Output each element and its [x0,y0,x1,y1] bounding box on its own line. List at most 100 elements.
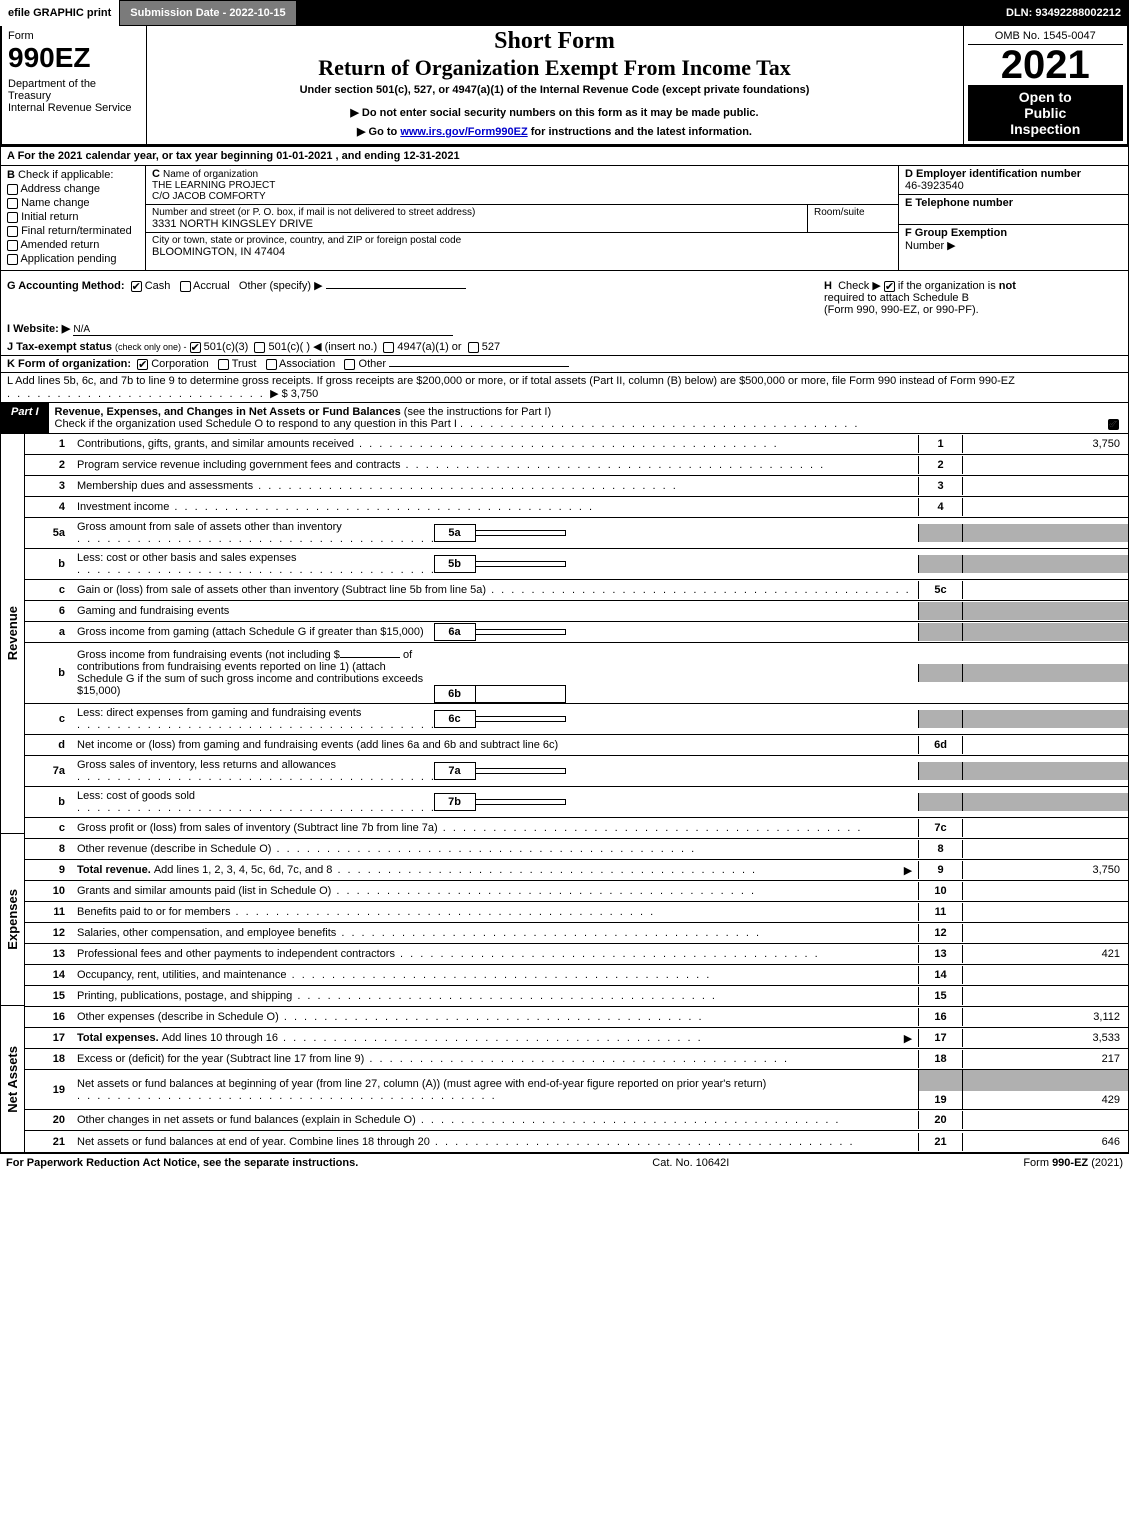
line-11-desc: Benefits paid to or for members [77,906,230,918]
checkbox-schedule-b-not-required[interactable] [884,281,895,292]
h-text3: required to attach Schedule B [824,292,1122,304]
line-6d-amt [963,742,1128,748]
footer-form-post: (2021) [1088,1157,1123,1169]
checkbox-501c[interactable] [254,342,265,353]
checkbox-address-change[interactable] [7,184,18,195]
line-4-amt [963,504,1128,510]
checkbox-initial-return[interactable] [7,212,18,223]
checkbox-527[interactable] [468,342,479,353]
checkbox-501c3[interactable] [190,342,201,353]
checkbox-final-return[interactable] [7,226,18,237]
part-1-table: Revenue Expenses Net Assets 1Contributio… [0,434,1129,1153]
f-group-number: Number ▶ [905,239,1122,252]
i-label: I Website: ▶ [7,323,70,335]
b-name: Name change [21,197,90,209]
line-l-gross-receipts: L Add lines 5b, 6c, and 7b to line 9 to … [0,373,1129,403]
line-16-desc: Other expenses (describe in Schedule O) [77,1011,279,1023]
line-5b-box: 5b [434,555,476,573]
checkbox-corporation[interactable] [137,359,148,370]
l-value: 3,750 [291,388,319,400]
footer-formref: Form 990-EZ (2021) [1023,1157,1123,1169]
part-1-check-text: Check if the organization used Schedule … [55,418,457,430]
h-text4: (Form 990, 990-EZ, or 990-PF). [824,304,1122,316]
line-9-amt: 3,750 [963,861,1128,879]
line-h-schedule-b: H Check ▶ if the organization is not req… [818,271,1128,320]
line-3-amt [963,483,1128,489]
line-16-num: 16 [25,1008,73,1026]
section-b-checkboxes: B Check if applicable: Address change Na… [1,166,146,270]
goto-link[interactable]: www.irs.gov/Form990EZ [400,126,527,138]
goto-pre: ▶ Go to [357,126,400,138]
l-text: L Add lines 5b, 6c, and 7b to line 9 to … [7,375,1015,387]
line-21-col: 21 [918,1133,963,1151]
checkbox-name-change[interactable] [7,198,18,209]
k-label: K Form of organization: [7,358,131,370]
checkbox-other-org[interactable] [344,359,355,370]
line-15: 15Printing, publications, postage, and s… [25,986,1128,1007]
line-14: 14Occupancy, rent, utilities, and mainte… [25,965,1128,986]
line-12-desc: Salaries, other compensation, and employ… [77,927,336,939]
dept-treasury: Department of the Treasury [8,78,140,102]
sidelabel-revenue: Revenue [3,604,22,662]
line-10-num: 10 [25,882,73,900]
b-pending: Application pending [20,253,116,265]
line-7c-desc: Gross profit or (loss) from sales of inv… [77,822,438,834]
l-arrow: ▶ $ [270,388,288,400]
checkbox-accrual[interactable] [180,281,191,292]
line-1-col: 1 [918,435,963,453]
line-9-num: 9 [25,861,73,879]
sidelabel-netassets: Net Assets [3,1044,22,1115]
line-17-num: 17 [25,1029,73,1047]
line-17-amt: 3,533 [963,1029,1128,1047]
short-form-title: Short Form [153,28,957,55]
line-12-amt [963,930,1128,936]
line-5a-box: 5a [434,524,476,542]
checkbox-association[interactable] [266,359,277,370]
k-assoc: Association [279,358,335,370]
g-other: Other (specify) ▶ [239,280,323,292]
checkbox-trust[interactable] [218,359,229,370]
h-not: not [999,280,1016,292]
line-5c-desc: Gain or (loss) from sale of assets other… [77,584,486,596]
submission-date: Submission Date - 2022-10-15 [119,0,296,26]
line-9-col: 9 [918,861,963,879]
line-14-desc: Occupancy, rent, utilities, and maintena… [77,969,287,981]
line-14-amt [963,972,1128,978]
street-label: Number and street (or P. O. box, if mail… [152,207,801,218]
e-phone-label: E Telephone number [905,197,1122,209]
k-trust: Trust [232,358,257,370]
line-7b-desc: Less: cost of goods sold [77,790,195,802]
b-check-if: Check if applicable: [18,169,113,181]
line-6c: cLess: direct expenses from gaming and f… [25,704,1128,735]
line-6d-col: 6d [918,736,963,754]
checkbox-application-pending[interactable] [7,254,18,265]
line-3-num: 3 [25,477,73,495]
line-3-col: 3 [918,477,963,495]
line-a-tax-year: A For the 2021 calendar year, or tax yea… [0,146,1129,166]
line-18-amt: 217 [963,1050,1128,1068]
line-8-col: 8 [918,840,963,858]
checkbox-4947[interactable] [383,342,394,353]
checkbox-schedule-o-used[interactable]: ✔ [1108,419,1119,430]
line-7a-num: 7a [25,762,73,780]
line-19-num: 19 [25,1081,73,1099]
footer-paperwork: For Paperwork Reduction Act Notice, see … [6,1157,358,1169]
line-6d-desc: Net income or (loss) from gaming and fun… [77,739,558,751]
line-3-desc: Membership dues and assessments [77,480,253,492]
j-501c: 501(c)( ) ◀ (insert no.) [268,341,377,353]
line-20-col: 20 [918,1111,963,1129]
section-def: D Employer identification number 46-3923… [898,166,1128,270]
line-7c: cGross profit or (loss) from sales of in… [25,818,1128,839]
efile-label[interactable]: efile GRAPHIC print [0,0,119,26]
checkbox-amended-return[interactable] [7,240,18,251]
sidelabel-expenses: Expenses [3,887,22,952]
b-final: Final return/terminated [21,225,132,237]
line-6b-desc1: Gross income from fundraising events (no… [77,649,340,661]
line-7b-num: b [25,793,73,811]
line-7b-box: 7b [434,793,476,811]
line-17-col: 17 [918,1029,963,1047]
line-7a-box: 7a [434,762,476,780]
line-4-num: 4 [25,498,73,516]
line-5a-desc: Gross amount from sale of assets other t… [77,521,342,533]
checkbox-cash[interactable] [131,281,142,292]
